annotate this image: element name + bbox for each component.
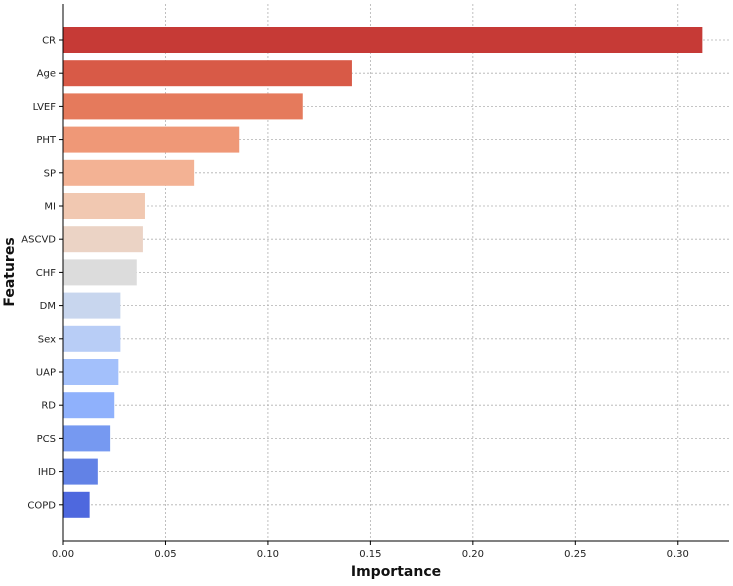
bar-dm: [63, 292, 121, 319]
y-tick-label: COPD: [27, 500, 56, 511]
y-tick-label: DM: [40, 301, 56, 312]
bar-pht: [63, 126, 240, 153]
bar-sp: [63, 159, 195, 186]
bar-lvef: [63, 93, 303, 120]
y-tick-label: IHD: [38, 467, 56, 478]
x-tick-label: 0.15: [359, 549, 381, 560]
y-tick-label: SP: [44, 168, 56, 179]
y-tick-label: UAP: [36, 368, 56, 379]
y-tick-label: PCS: [37, 434, 56, 445]
bar-cr: [63, 27, 703, 53]
y-tick-label: ASCVD: [21, 235, 56, 246]
bar-ascvd: [63, 226, 143, 253]
x-tick-labels: 0.00 0.05 0.10 0.15 0.20 0.25 0.30: [52, 541, 689, 560]
bar-age: [63, 60, 352, 87]
y-tick-label: LVEF: [33, 102, 57, 113]
x-tick-label: 0.25: [564, 549, 586, 560]
bar-ihd: [63, 458, 98, 485]
y-tick-label: Sex: [38, 334, 56, 345]
bar-rd: [63, 392, 115, 419]
y-tick-label: Age: [37, 69, 56, 80]
x-axis-title: Importance: [351, 564, 441, 580]
y-tick-labels: CR Age LVEF PHT SP MI ASCVD CHF DM Sex UAP RD PCS IHD…: [21, 36, 63, 511]
x-tick-label: 0.00: [52, 549, 74, 560]
bars: [63, 27, 703, 518]
bar-sex: [63, 325, 121, 352]
bar-mi: [63, 193, 145, 219]
x-tick-label: 0.30: [667, 549, 689, 560]
bar-chf: [63, 259, 137, 286]
y-tick-label: MI: [44, 202, 56, 213]
y-tick-label: CHF: [36, 268, 57, 279]
y-tick-label: PHT: [36, 135, 57, 146]
bar-uap: [63, 359, 119, 385]
y-axis-title: Features: [2, 237, 18, 306]
x-tick-label: 0.10: [257, 549, 279, 560]
x-tick-label: 0.20: [462, 549, 484, 560]
y-tick-label: RD: [41, 401, 56, 412]
bar-pcs: [63, 425, 111, 452]
x-tick-label: 0.05: [154, 549, 176, 560]
y-tick-label: CR: [42, 36, 56, 47]
bar-copd: [63, 491, 90, 518]
